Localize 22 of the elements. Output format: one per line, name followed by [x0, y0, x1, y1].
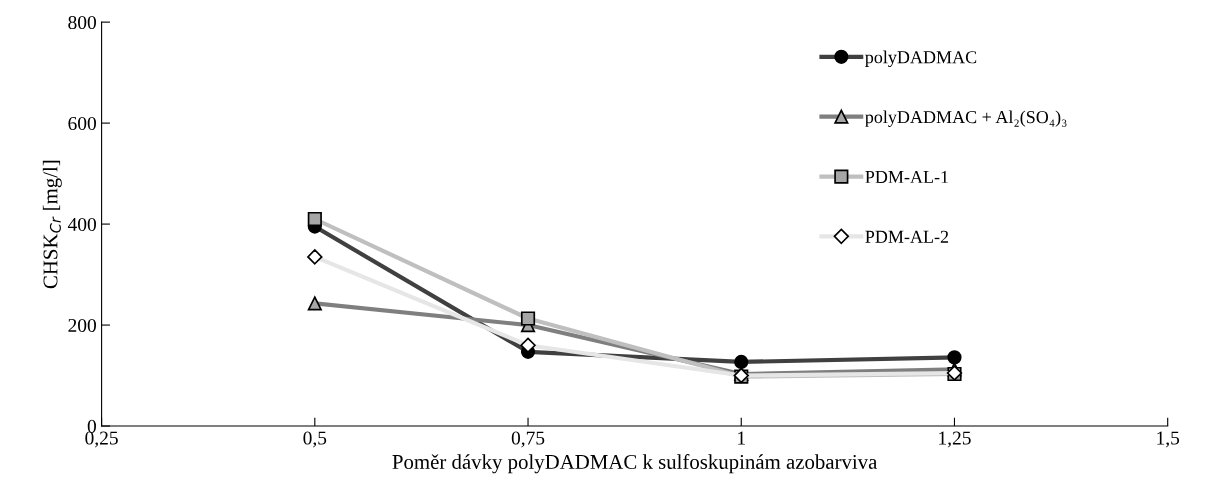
- x-axis-title: Poměr dávky polyDADMAC k sulfoskupinám azobarviva: [392, 454, 878, 474]
- y-tick-label: 200: [68, 318, 96, 332]
- legend-label: polyDADMAC: [865, 50, 977, 68]
- y-axis-title: CHSK$_{Cr}$ [mg/l]: [42, 160, 62, 289]
- legend-label: PDM-AL-1: [865, 170, 948, 183]
- legend-label: polyDADMAC + Al₂(SO₄)₃: [865, 110, 1067, 127]
- point: [307, 249, 323, 265]
- point: [520, 337, 536, 353]
- x-tick-label: 0,5: [303, 431, 327, 448]
- point: [520, 311, 536, 326]
- x-tick-label: 1,5: [1157, 431, 1180, 448]
- y-tick-label: 400: [67, 217, 96, 232]
- x-tick-label: 1: [738, 431, 745, 445]
- x-tick-label: 0,25: [85, 431, 118, 448]
- x-tick-label: 0,75: [511, 431, 545, 448]
- x-tick-label: 1,25: [939, 431, 971, 448]
- point: [307, 296, 322, 311]
- legend-label: PDM-AL-2: [865, 230, 949, 243]
- y-tick-label: 800: [68, 15, 96, 30]
- y-tick-label: 600: [68, 116, 96, 131]
- point: [307, 211, 322, 227]
- y-tick-label: 0: [87, 419, 96, 433]
